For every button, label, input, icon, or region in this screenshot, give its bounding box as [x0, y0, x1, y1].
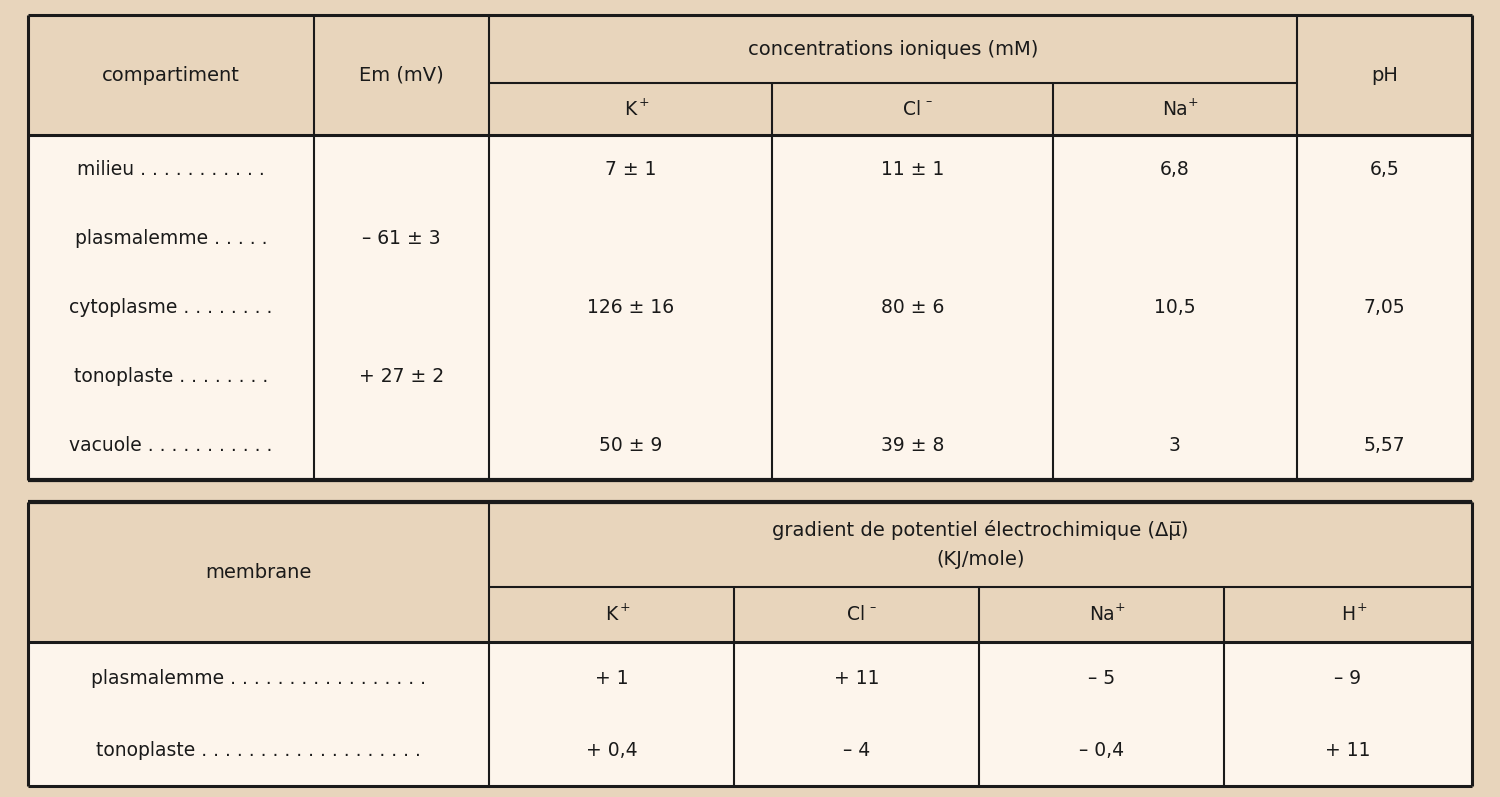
Text: + 1: + 1: [594, 669, 628, 688]
Text: milieu . . . . . . . . . . .: milieu . . . . . . . . . . .: [76, 160, 266, 179]
Text: K: K: [606, 605, 618, 624]
Text: + 0,4: + 0,4: [585, 740, 638, 760]
Bar: [28, 480, 1472, 502]
Text: compartiment: compartiment: [102, 65, 240, 84]
Text: + 11: + 11: [1326, 740, 1371, 760]
Text: gradient de potentiel électrochimique (Δμ̅): gradient de potentiel électrochimique (Δ…: [772, 520, 1188, 540]
Text: 39 ± 8: 39 ± 8: [880, 436, 944, 455]
Text: Na: Na: [1089, 605, 1114, 624]
Bar: [28, 15, 1472, 135]
Text: + 27 ± 2: + 27 ± 2: [358, 367, 444, 386]
Text: +: +: [639, 96, 650, 108]
Text: membrane: membrane: [206, 563, 312, 582]
Bar: [28, 135, 1472, 480]
Text: 3: 3: [1168, 436, 1180, 455]
Text: – 9: – 9: [1335, 669, 1362, 688]
Text: 50 ± 9: 50 ± 9: [598, 436, 662, 455]
Text: vacuole . . . . . . . . . . .: vacuole . . . . . . . . . . .: [69, 436, 273, 455]
Text: plasmalemme . . . . .: plasmalemme . . . . .: [75, 229, 267, 248]
Text: 5,57: 5,57: [1364, 436, 1406, 455]
Text: 7 ± 1: 7 ± 1: [604, 160, 657, 179]
Text: pH: pH: [1371, 65, 1398, 84]
Text: –: –: [926, 96, 932, 108]
Text: 6,8: 6,8: [1160, 160, 1190, 179]
Text: – 5: – 5: [1088, 669, 1114, 688]
Text: +: +: [1356, 601, 1366, 614]
Text: tonoplaste . . . . . . . . . . . . . . . . . . .: tonoplaste . . . . . . . . . . . . . . .…: [96, 740, 422, 760]
Bar: [28, 502, 1472, 642]
Text: 126 ± 16: 126 ± 16: [586, 298, 674, 317]
Text: concentrations ioniques (mM): concentrations ioniques (mM): [748, 40, 1038, 58]
Text: +: +: [1188, 96, 1198, 108]
Text: + 11: + 11: [834, 669, 879, 688]
Text: 6,5: 6,5: [1370, 160, 1400, 179]
Text: cytoplasme . . . . . . . .: cytoplasme . . . . . . . .: [69, 298, 273, 317]
Text: 7,05: 7,05: [1364, 298, 1406, 317]
Text: –: –: [870, 601, 876, 614]
Text: plasmalemme . . . . . . . . . . . . . . . . .: plasmalemme . . . . . . . . . . . . . . …: [92, 669, 426, 688]
Text: +: +: [1114, 601, 1125, 614]
Text: 11 ± 1: 11 ± 1: [880, 160, 944, 179]
Text: H: H: [1341, 605, 1354, 624]
Bar: [28, 642, 1472, 786]
Text: 10,5: 10,5: [1154, 298, 1196, 317]
Text: Cl: Cl: [847, 605, 865, 624]
Text: tonoplaste . . . . . . . .: tonoplaste . . . . . . . .: [74, 367, 268, 386]
Text: Em (mV): Em (mV): [358, 65, 444, 84]
Text: +: +: [620, 601, 630, 614]
Text: – 61 ± 3: – 61 ± 3: [362, 229, 441, 248]
Text: Na: Na: [1162, 100, 1188, 119]
Text: – 0,4: – 0,4: [1078, 740, 1124, 760]
Text: (KJ/mole): (KJ/mole): [936, 550, 1024, 569]
Text: Cl: Cl: [903, 100, 921, 119]
Text: 80 ± 6: 80 ± 6: [880, 298, 944, 317]
Text: – 4: – 4: [843, 740, 870, 760]
Text: K: K: [624, 100, 636, 119]
